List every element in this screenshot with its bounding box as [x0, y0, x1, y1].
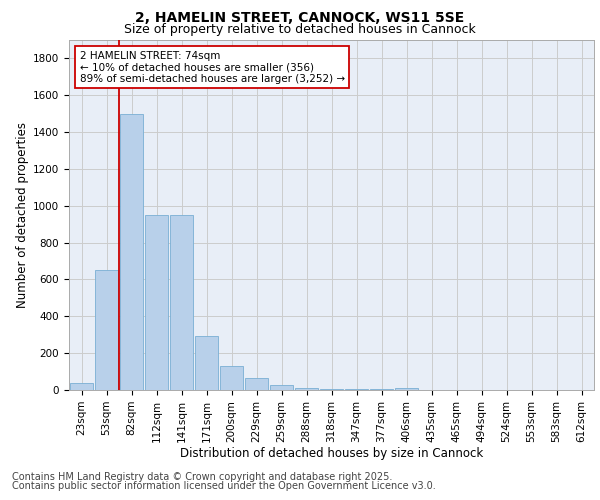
Bar — [345, 389, 368, 390]
Bar — [170, 215, 193, 390]
Bar — [245, 378, 268, 390]
Text: Contains HM Land Registry data © Crown copyright and database right 2025.: Contains HM Land Registry data © Crown c… — [12, 472, 392, 482]
Bar — [145, 215, 168, 390]
Bar — [320, 389, 343, 390]
Bar — [95, 270, 118, 390]
Bar — [220, 366, 243, 390]
X-axis label: Distribution of detached houses by size in Cannock: Distribution of detached houses by size … — [180, 448, 483, 460]
Bar — [370, 389, 393, 390]
Y-axis label: Number of detached properties: Number of detached properties — [16, 122, 29, 308]
Bar — [120, 114, 143, 390]
Text: Contains public sector information licensed under the Open Government Licence v3: Contains public sector information licen… — [12, 481, 436, 491]
Text: Size of property relative to detached houses in Cannock: Size of property relative to detached ho… — [124, 22, 476, 36]
Bar — [70, 382, 93, 390]
Bar — [395, 388, 418, 390]
Bar — [270, 386, 293, 390]
Text: 2 HAMELIN STREET: 74sqm
← 10% of detached houses are smaller (356)
89% of semi-d: 2 HAMELIN STREET: 74sqm ← 10% of detache… — [79, 50, 344, 84]
Text: 2, HAMELIN STREET, CANNOCK, WS11 5SE: 2, HAMELIN STREET, CANNOCK, WS11 5SE — [136, 11, 464, 25]
Bar — [295, 388, 318, 390]
Bar — [195, 336, 218, 390]
